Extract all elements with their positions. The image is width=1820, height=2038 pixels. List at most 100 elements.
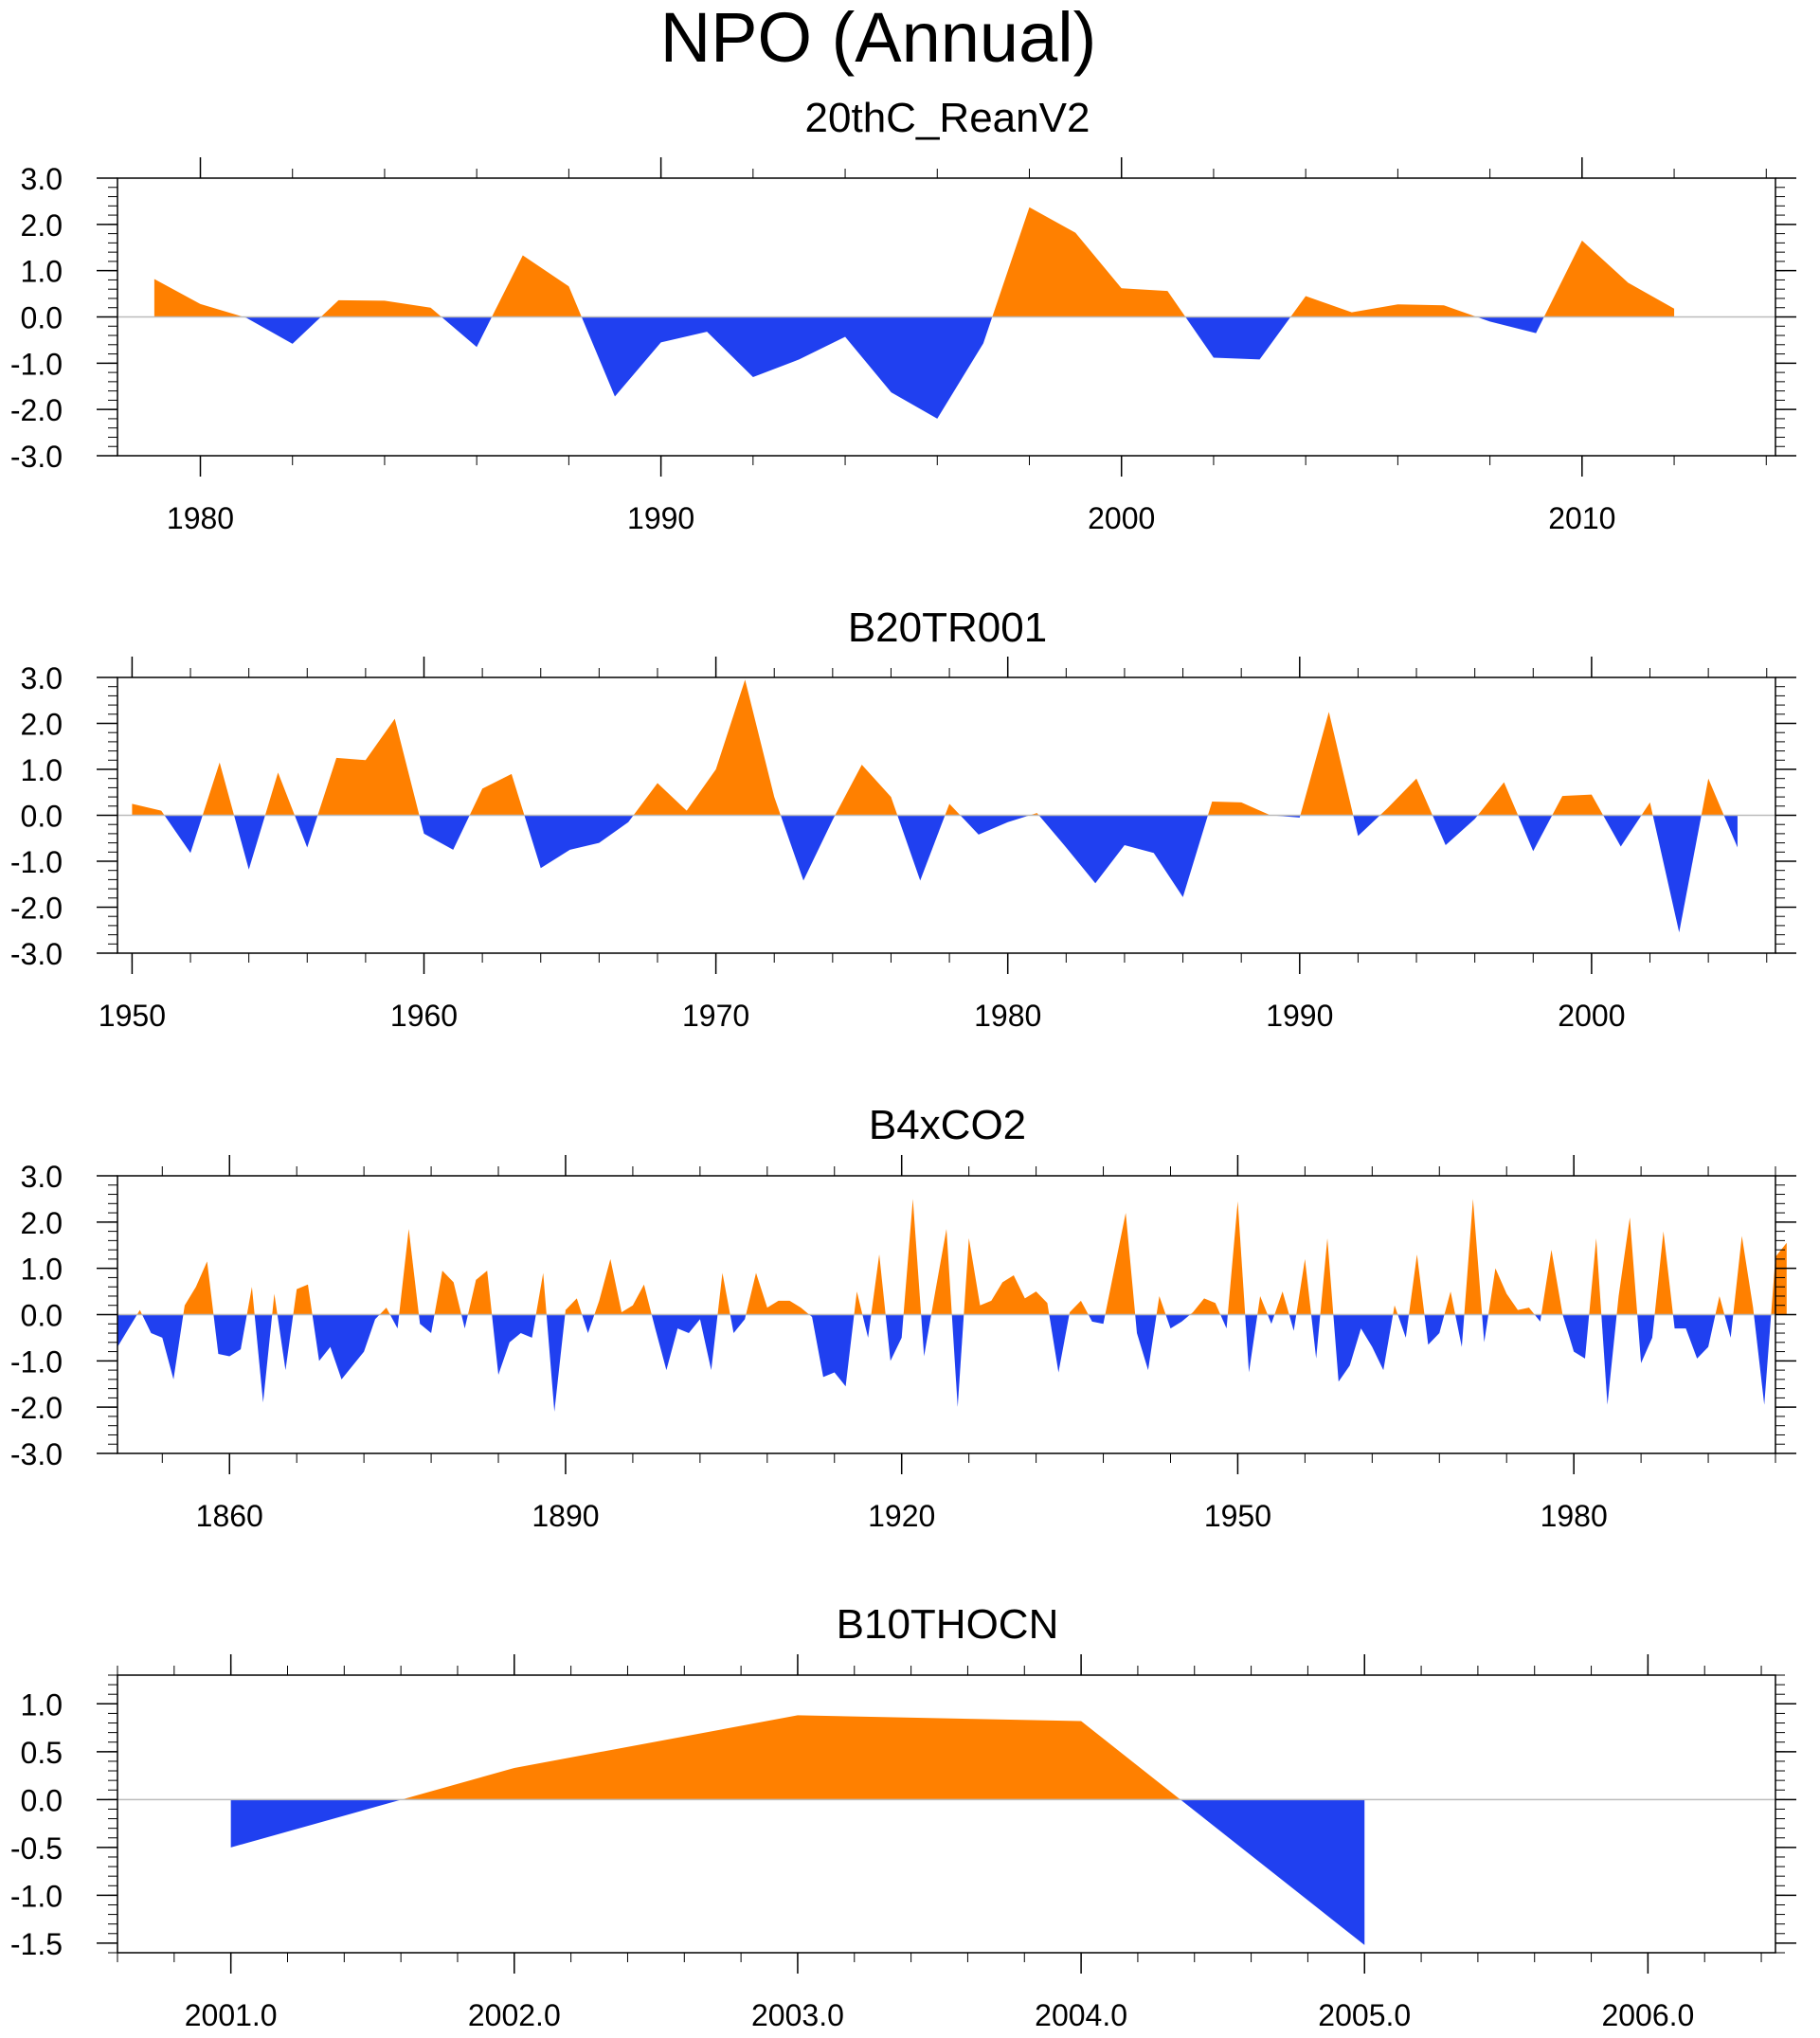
positive-area-3	[183, 1261, 214, 1315]
negative-area-31	[1723, 815, 1738, 848]
y-tick-label: 3.0	[21, 162, 63, 196]
negative-area-5	[581, 316, 993, 419]
negative-area-0	[117, 1314, 137, 1347]
y-tick-label: 0.0	[21, 1783, 63, 1817]
negative-area-66	[1534, 1314, 1541, 1322]
positive-area-27	[746, 1272, 810, 1315]
negative-area-27	[1603, 815, 1642, 847]
positive-area-10	[633, 679, 781, 816]
negative-area-30	[862, 1314, 872, 1338]
positive-area-35	[930, 1229, 952, 1315]
positive-area-11	[379, 1308, 390, 1315]
x-axis: 2001.0 2002.0 2003.0 2004.0 2005.0 2006.0	[117, 1654, 1762, 2032]
panel-1: 3.0 2.0 1.0 0.0 -1.0 -2.0 -3.0 1980 1990 2000 2010	[10, 157, 1796, 535]
y-tick-label: 0.0	[21, 800, 63, 834]
negative-area-13	[897, 815, 946, 881]
negative-area-74	[1672, 1314, 1716, 1359]
positive-area-33	[903, 1199, 922, 1315]
negative-area-1	[164, 815, 203, 854]
negative-area-78	[1754, 1314, 1772, 1405]
y-tick-label: -3.0	[10, 1437, 63, 1471]
y-tick-label: 3.0	[21, 661, 63, 695]
y-tick-label: -1.0	[10, 347, 63, 381]
negative-area-5	[295, 815, 318, 848]
x-tick-label: 2003.0	[751, 1998, 844, 2032]
negative-area-58	[1397, 1314, 1410, 1338]
x-tick-label: 2000	[1558, 999, 1625, 1033]
negative-area-11	[780, 815, 836, 881]
y-tick-label: 1.0	[21, 1253, 63, 1287]
negative-area-38	[1049, 1314, 1070, 1373]
positive-area-0	[132, 803, 165, 816]
x-tick-label: 1980	[167, 501, 234, 535]
positive-area-1	[136, 1309, 143, 1315]
negative-area-14	[419, 1314, 435, 1334]
positive-area-20	[1300, 712, 1354, 816]
negative-area-21	[1353, 815, 1380, 837]
positive-area-12	[835, 765, 898, 816]
panel-2: 3.0 2.0 1.0 0.0 -1.0 -2.0 -3.0 1950 1960 1970 1980…	[10, 657, 1796, 1033]
x-tick-label: 1920	[868, 1499, 935, 1533]
y-tick-label: 3.0	[21, 1160, 63, 1194]
x-tick-label: 2004.0	[1035, 1998, 1127, 2032]
y-tick-label: -2.0	[10, 1391, 63, 1425]
positive-area-4	[492, 255, 582, 317]
positive-area-13	[399, 1229, 420, 1315]
positive-area-29	[854, 1291, 863, 1315]
y-tick-label: 0.5	[21, 1736, 63, 1770]
positive-area-5	[246, 1287, 255, 1315]
negative-area-7	[1185, 316, 1291, 360]
positive-area-59	[1409, 1254, 1425, 1315]
panel-3-title: B4xCO2	[868, 1102, 1027, 1148]
positive-area-45	[1190, 1298, 1221, 1315]
y-tick-label: 0.0	[21, 1299, 63, 1333]
panel-2-areas	[132, 679, 1738, 933]
x-tick-label: 1950	[1204, 1499, 1271, 1533]
negative-area-36	[951, 1314, 964, 1408]
y-tick-label: 1.0	[21, 1687, 63, 1722]
x-tick-label: 1950	[99, 999, 166, 1033]
positive-area-57	[1393, 1305, 1398, 1315]
negative-area-6	[254, 1314, 273, 1403]
positive-area-55	[1320, 1237, 1334, 1315]
x-tick-label: 1990	[627, 501, 694, 535]
negative-area-2	[142, 1314, 184, 1380]
positive-area-10	[1543, 240, 1675, 317]
positive-area-19	[535, 1272, 547, 1315]
negative-area-64	[1482, 1314, 1488, 1343]
positive-area-53	[1296, 1258, 1311, 1315]
y-axis: 3.0 2.0 1.0 0.0 -1.0 -2.0 -3.0	[10, 162, 1796, 474]
negative-area-17	[1038, 815, 1208, 897]
panel-1-areas	[153, 207, 1675, 419]
negative-area-3	[234, 815, 265, 870]
positive-area-67	[1541, 1250, 1563, 1315]
positive-area-8	[469, 773, 525, 816]
positive-area-75	[1715, 1295, 1725, 1315]
x-tick-label: 2010	[1548, 501, 1615, 535]
negative-area-46	[1220, 1314, 1228, 1329]
y-tick-label: 2.0	[21, 708, 63, 742]
positive-area-47	[1227, 1200, 1246, 1315]
x-tick-label: 2005.0	[1318, 1998, 1411, 2032]
y-tick-label: -0.5	[10, 1831, 63, 1866]
y-tick-label: -3.0	[10, 937, 63, 971]
positive-area-63	[1464, 1199, 1483, 1315]
negative-area-25	[1518, 815, 1553, 852]
negative-area-3	[441, 316, 493, 348]
negative-area-44	[1165, 1314, 1191, 1329]
negative-area-20	[546, 1314, 566, 1413]
positive-area-61	[1444, 1291, 1456, 1315]
negative-area-56	[1333, 1314, 1394, 1382]
positive-area-17	[467, 1271, 493, 1315]
negative-area-26	[730, 1314, 747, 1334]
positive-area-49	[1257, 1295, 1268, 1315]
positive-area-14	[945, 803, 961, 816]
panel-4-title: B10THOCN	[836, 1601, 1059, 1648]
y-tick-label: 1.0	[21, 255, 63, 289]
negative-area-48	[1245, 1314, 1258, 1373]
positive-area-51	[1274, 1291, 1289, 1315]
x-tick-label: 1990	[1266, 999, 1333, 1033]
positive-area-26	[1552, 794, 1604, 816]
negative-area-12	[389, 1314, 400, 1329]
x-tick-label: 1980	[1541, 1499, 1608, 1533]
